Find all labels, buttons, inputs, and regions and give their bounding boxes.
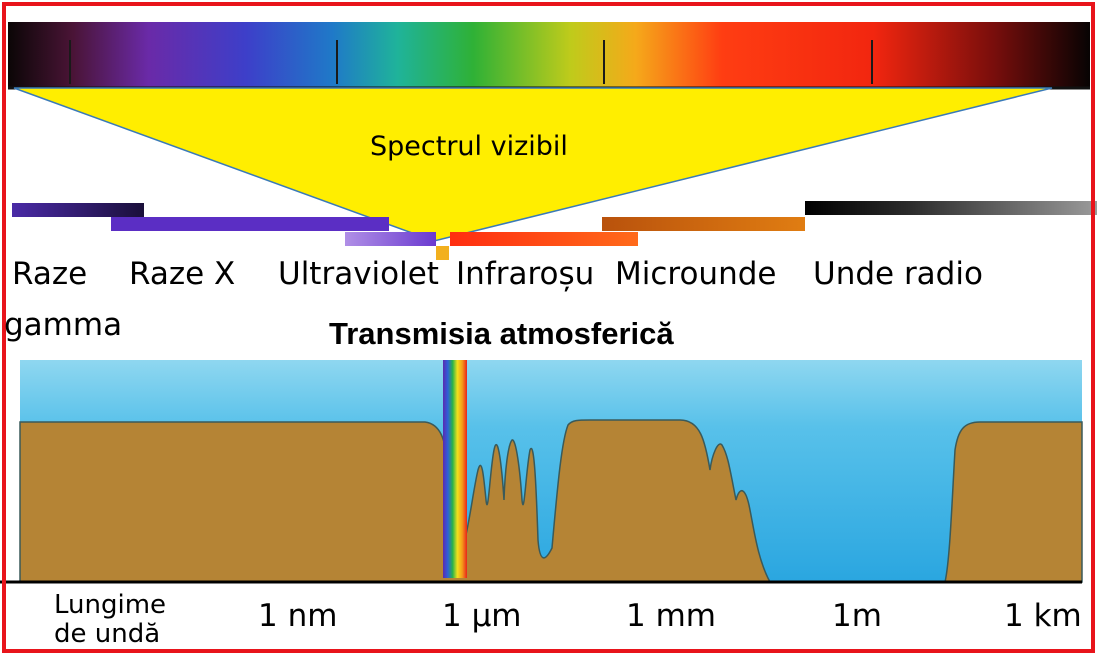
region-label-gamma: Raze — [12, 256, 88, 292]
gamma-bar — [12, 203, 144, 217]
axis-tick-1mm: 1 mm — [626, 598, 716, 634]
ir-bar — [450, 232, 638, 246]
region-label-xray: Raze X — [129, 256, 236, 292]
radio-bar — [805, 201, 1097, 215]
axis-label-line2: de undă — [54, 619, 161, 649]
axis-label-line1: Lungime — [54, 590, 167, 620]
visible-marker — [436, 246, 449, 260]
axis-tick-1um: 1 µm — [442, 598, 522, 634]
axis-tick-1nm: 1 nm — [258, 598, 338, 634]
xray-bar — [111, 217, 389, 231]
region-label-gamma-2: gamma — [4, 307, 123, 343]
visible-spectrum-bar — [8, 22, 1090, 88]
axis-tick-1m: 1m — [832, 598, 882, 634]
region-label-radio: Unde radio — [813, 256, 983, 292]
uv-bar — [345, 232, 436, 246]
visible-spectrum-label: Spectrul vizibil — [370, 131, 568, 162]
chart-title: Transmisia atmosferică — [329, 316, 674, 351]
axis-tick-1km: 1 km — [1004, 598, 1082, 634]
microwave-bar — [602, 217, 805, 231]
region-label-uv: Ultraviolet — [278, 256, 439, 292]
region-label-microwave: Microunde — [615, 256, 777, 292]
visible-spectrum-cone — [13, 87, 1053, 242]
region-label-ir: Infraroșu — [456, 256, 595, 292]
atmosphere-opacity-curve — [19, 419, 1083, 583]
